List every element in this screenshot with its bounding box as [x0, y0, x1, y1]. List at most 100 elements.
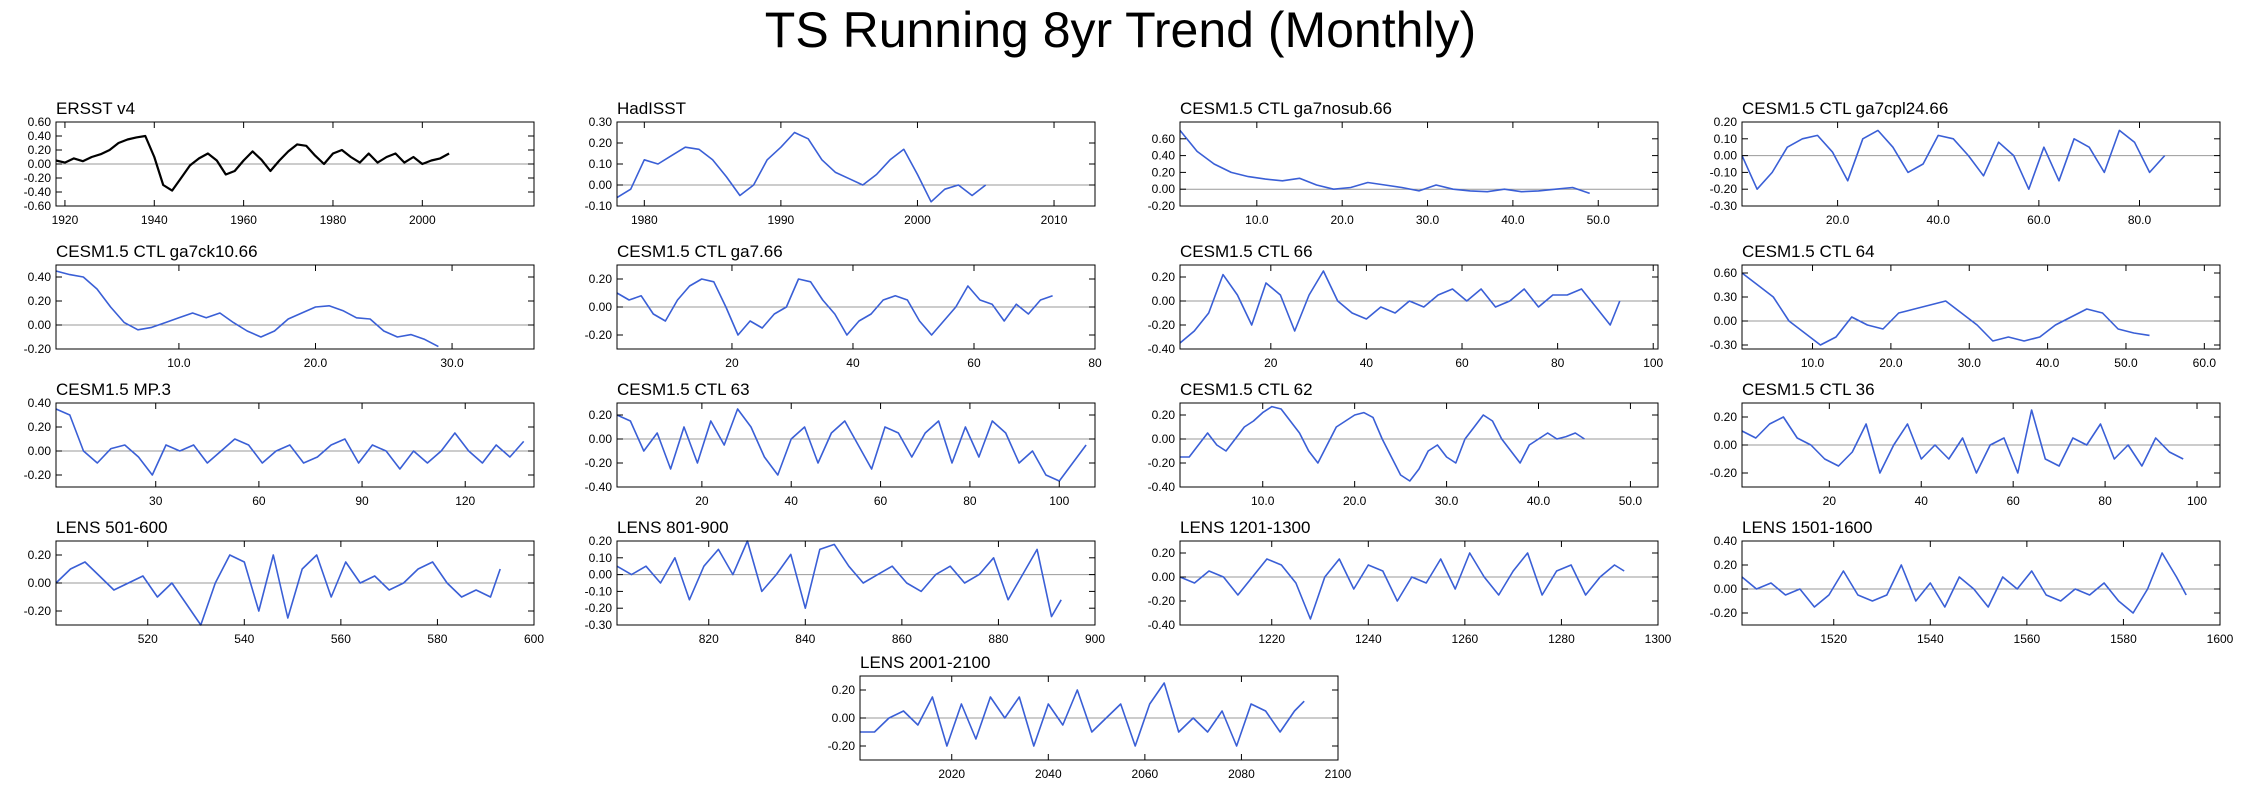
x-tick-label: 20 — [1264, 356, 1278, 370]
panel-title: CESM1.5 CTL 63 — [617, 380, 750, 399]
plot-frame — [1179, 540, 1659, 626]
x-tick-label: 20 — [1823, 494, 1837, 508]
panel-title: CESM1.5 CTL ga7cpl24.66 — [1742, 99, 1948, 118]
x-tick-label: 1960 — [230, 213, 257, 227]
plot-frame — [616, 402, 1096, 488]
series-line — [1741, 409, 2184, 474]
series-line — [616, 131, 987, 203]
x-tick-label: 40 — [785, 494, 799, 508]
x-tick-label: 1560 — [2014, 632, 2041, 646]
y-tick-label: -0.40 — [1148, 480, 1176, 494]
x-tick-label: 80 — [1551, 356, 1565, 370]
panel-title: CESM1.5 CTL ga7.66 — [617, 242, 783, 261]
series-line — [616, 540, 1062, 618]
series-line — [1741, 129, 2166, 190]
y-tick-label: -0.20 — [585, 328, 613, 342]
x-tick-label: 60 — [252, 494, 266, 508]
series-line — [55, 554, 501, 626]
panel-13: LENS 501-600 520 540 560 580 600 0.20 0.00 -0.20 — [24, 518, 545, 646]
y-tick-label: -0.30 — [1710, 338, 1738, 352]
x-tick-label: 1940 — [141, 213, 168, 227]
panel-5: CESM1.5 CTL ga7ck10.66 10.0 20.0 30.0 0.40 0.… — [24, 242, 535, 370]
series-line — [55, 270, 439, 348]
x-tick-label: 2000 — [409, 213, 436, 227]
panel-title: LENS 801-900 — [617, 518, 729, 537]
x-tick-label: 520 — [138, 632, 158, 646]
x-tick-label: 1990 — [768, 213, 795, 227]
x-tick-label: 1980 — [320, 213, 347, 227]
y-tick-label: -0.30 — [1710, 199, 1738, 213]
y-tick-label: -0.20 — [1148, 199, 1176, 213]
x-tick-label: 100 — [1049, 494, 1069, 508]
x-tick-label: 80 — [1088, 356, 1102, 370]
y-tick-label: 0.20 — [589, 272, 613, 286]
panel-title: CESM1.5 MP.3 — [56, 380, 171, 399]
panel-9: CESM1.5 MP.3 30 60 90 120 0.40 0.20 0.00 -0.20 — [24, 380, 535, 508]
panel-17: LENS 2001-2100 2020 2040 2060 2080 2100 0.20 0.… — [828, 653, 1352, 781]
series-line — [1179, 129, 1590, 195]
y-tick-label: -0.20 — [585, 456, 613, 470]
y-tick-label: 0.10 — [589, 157, 613, 171]
y-tick-label: -0.20 — [24, 604, 52, 618]
x-tick-label: 10.0 — [1801, 356, 1825, 370]
plot-frame — [1741, 121, 2221, 207]
x-tick-label: 2100 — [1325, 767, 1352, 781]
y-tick-label: 0.20 — [28, 548, 52, 562]
x-tick-label: 10.0 — [1251, 494, 1275, 508]
panel-title: LENS 1501-1600 — [1742, 518, 1872, 537]
x-tick-label: 10.0 — [167, 356, 191, 370]
panel-title: CESM1.5 CTL 64 — [1742, 242, 1875, 261]
series-line — [55, 408, 525, 476]
y-tick-label: 0.00 — [832, 711, 856, 725]
x-tick-label: 2080 — [1228, 767, 1255, 781]
y-tick-label: 0.60 — [1714, 266, 1738, 280]
y-tick-label: 0.10 — [589, 551, 613, 565]
y-tick-label: 0.20 — [1714, 558, 1738, 572]
x-tick-label: 20.0 — [1879, 356, 1903, 370]
x-tick-label: 60 — [2006, 494, 2020, 508]
x-tick-label: 1600 — [2207, 632, 2234, 646]
x-tick-label: 60.0 — [2193, 356, 2217, 370]
y-tick-label: -0.60 — [24, 199, 52, 213]
x-tick-label: 80.0 — [2128, 213, 2152, 227]
x-tick-label: 100 — [2187, 494, 2207, 508]
x-tick-label: 20 — [695, 494, 709, 508]
panel-8: CESM1.5 CTL 64 10.0 20.0 30.0 40.0 50.0 60.0 0.… — [1710, 242, 2221, 370]
y-tick-label: 0.20 — [1152, 165, 1176, 179]
y-tick-label: -0.20 — [24, 342, 52, 356]
x-tick-label: 50.0 — [1587, 213, 1611, 227]
y-tick-label: 0.40 — [1714, 534, 1738, 548]
panel-title: ERSST v4 — [56, 99, 135, 118]
x-tick-label: 1920 — [52, 213, 79, 227]
panel-16: LENS 1501-1600 1520 1540 1560 1580 1600 0.40 0.… — [1710, 518, 2234, 646]
panel-title: LENS 1201-1300 — [1180, 518, 1310, 537]
y-tick-label: 0.20 — [589, 534, 613, 548]
panel-11: CESM1.5 CTL 62 10.0 20.0 30.0 40.0 50.0 0.20 0.… — [1148, 380, 1659, 508]
y-tick-label: 0.00 — [1152, 432, 1176, 446]
y-tick-label: -0.40 — [1148, 618, 1176, 632]
y-tick-label: -0.40 — [24, 185, 52, 199]
series-line — [616, 278, 1053, 336]
plot-frame — [616, 540, 1096, 626]
x-tick-label: 1280 — [1548, 632, 1575, 646]
panel-15: LENS 1201-1300 1220 1240 1260 1280 1300 0.20 0.… — [1148, 518, 1672, 646]
y-tick-label: -0.20 — [585, 601, 613, 615]
x-tick-label: 40 — [846, 356, 860, 370]
y-tick-label: -0.20 — [1148, 318, 1176, 332]
y-tick-label: 0.20 — [589, 408, 613, 422]
plot-frame — [1179, 264, 1659, 350]
plot-frame — [55, 402, 535, 488]
series-line — [55, 134, 450, 192]
y-tick-label: 0.00 — [1714, 582, 1738, 596]
series-line — [1179, 552, 1625, 620]
y-tick-label: 0.00 — [1152, 570, 1176, 584]
panel-6: CESM1.5 CTL ga7.66 20 40 60 80 0.20 0.00 -0.20 — [585, 242, 1102, 370]
x-tick-label: 30 — [149, 494, 163, 508]
y-tick-label: 0.00 — [28, 318, 52, 332]
panel-10: CESM1.5 CTL 63 20 40 60 80 100 0.20 0.00 -0.20 -0… — [585, 380, 1096, 508]
x-tick-label: 30.0 — [440, 356, 464, 370]
plot-frame — [616, 121, 1096, 207]
x-tick-label: 1580 — [2110, 632, 2137, 646]
series-line — [1179, 270, 1621, 344]
